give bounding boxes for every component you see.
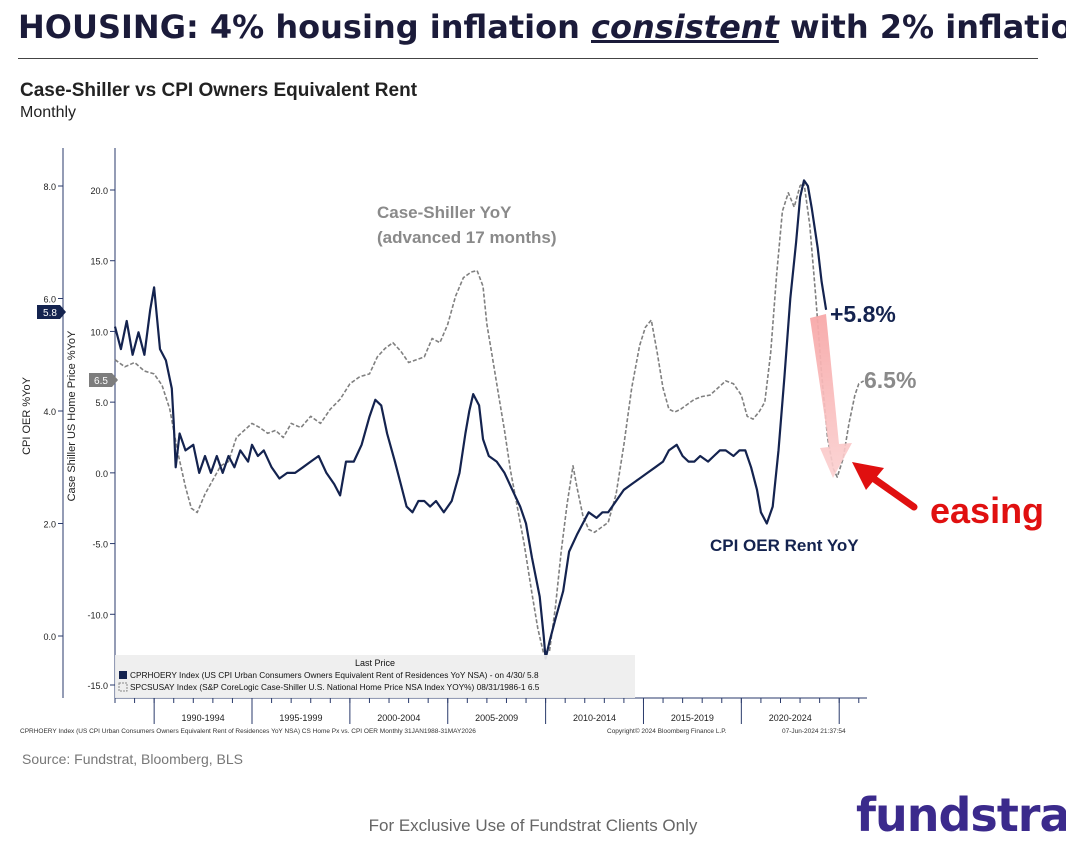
source-note: Source: Fundstrat, Bloomberg, BLS: [22, 751, 243, 767]
oer-last-badge-text: 5.8: [43, 308, 57, 319]
easing-arrow: [810, 314, 852, 478]
legend-row-oer: CPRHOERY Index (US CPI Urban Consumers O…: [130, 670, 539, 680]
legend-swatch-cs: [118, 682, 128, 692]
x-tick-label: 1990-1994: [182, 713, 225, 723]
x-tick-label: 2000-2004: [377, 713, 420, 723]
right-tick-label: 10.0: [90, 327, 108, 337]
left-axis-ticks: 8.0 6.0 4.0 2.0 0.0: [43, 182, 63, 642]
legend: Last Price CPRHOERY Index (US CPI Urban …: [115, 655, 635, 698]
left-tick-label: 6.0: [43, 295, 56, 305]
footer-disclaimer: For Exclusive Use of Fundstrat Clients O…: [368, 816, 698, 835]
legend-swatch-oer: [119, 671, 127, 679]
right-axis-label: Case Shiller US Home Price %YoY: [66, 330, 78, 501]
cs-last-badge: 6.5: [89, 373, 118, 387]
right-tick-label: 15.0: [90, 257, 108, 267]
cs-last-badge-text: 6.5: [94, 376, 108, 387]
footer-strip-left: CPRHOERY Index (US CPI Urban Consumers O…: [20, 728, 476, 735]
oer-last-badge: 5.8: [37, 305, 66, 319]
left-axis-label: CPI OER %YoY: [21, 376, 33, 455]
legend-box: [115, 655, 635, 698]
series-layer: [113, 179, 865, 660]
legend-row-cs: SPCSUSAY Index (S&P CoreLogic Case-Shill…: [130, 682, 540, 692]
x-tick-label: 2005-2009: [475, 713, 518, 723]
right-tick-label: -5.0: [92, 540, 108, 550]
cs-label-line2: (advanced 17 months): [377, 228, 557, 247]
chart-title: Case-Shiller vs CPI Owners Equivalent Re…: [20, 80, 418, 101]
headline-emphasis: consistent: [591, 8, 779, 46]
x-tick-label: 2010-2014: [573, 713, 616, 723]
cs-label-line1: Case-Shiller YoY: [377, 203, 512, 222]
oer-value-label: +5.8%: [830, 301, 896, 327]
headline-post: with 2% inflation: [778, 8, 1066, 46]
case-shiller-series-line: [114, 182, 865, 655]
fundstrat-logo: fundstrat: [856, 788, 1066, 842]
red-pointer-arrow: [852, 462, 918, 511]
right-axis-ticks: 20.0 15.0 10.0 5.0 0.0 -5.0 -10.0 -15.0: [87, 186, 115, 691]
left-tick-label: 2.0: [43, 520, 56, 530]
x-tick-label: 2020-2024: [769, 713, 812, 723]
right-tick-label: 20.0: [90, 186, 108, 196]
footer-strip-middle: Copyright© 2024 Bloomberg Finance L.P.: [607, 727, 727, 735]
oer-series-label: CPI OER Rent YoY: [710, 536, 859, 555]
headline-pre: HOUSING: 4% housing inflation: [18, 8, 591, 46]
x-axis-ticks: 1990-1994 1995-1999 2000-2004 2005-2009 2010…: [114, 698, 860, 724]
x-tick-label: 1995-1999: [279, 713, 322, 723]
plot-area: [115, 148, 867, 698]
right-tick-label: 5.0: [95, 398, 108, 408]
x-tick-label: 2015-2019: [671, 713, 714, 723]
legend-header: Last Price: [355, 658, 395, 668]
right-tick-label: 0.0: [95, 469, 108, 479]
footer-strip-right: 07-Jun-2024 21:37:54: [782, 728, 846, 735]
left-tick-label: 4.0: [43, 407, 56, 417]
left-tick-label: 0.0: [43, 632, 56, 642]
chart-subtitle: Monthly: [20, 104, 77, 121]
easing-label: easing: [930, 490, 1044, 531]
right-tick-label: -10.0: [87, 610, 108, 620]
cs-value-label: 6.5%: [864, 367, 916, 393]
page-headline: HOUSING: 4% housing inflation consistent…: [18, 8, 1066, 46]
left-tick-label: 8.0: [43, 182, 56, 192]
oer-series-line: [113, 179, 828, 660]
chart: 8.0 6.0 4.0 2.0 0.0 20.0 15.0 10.0 5.0 0.0 -5.0 -1…: [20, 148, 1044, 735]
right-tick-label: -15.0: [87, 681, 108, 691]
header-divider: [18, 58, 1038, 59]
